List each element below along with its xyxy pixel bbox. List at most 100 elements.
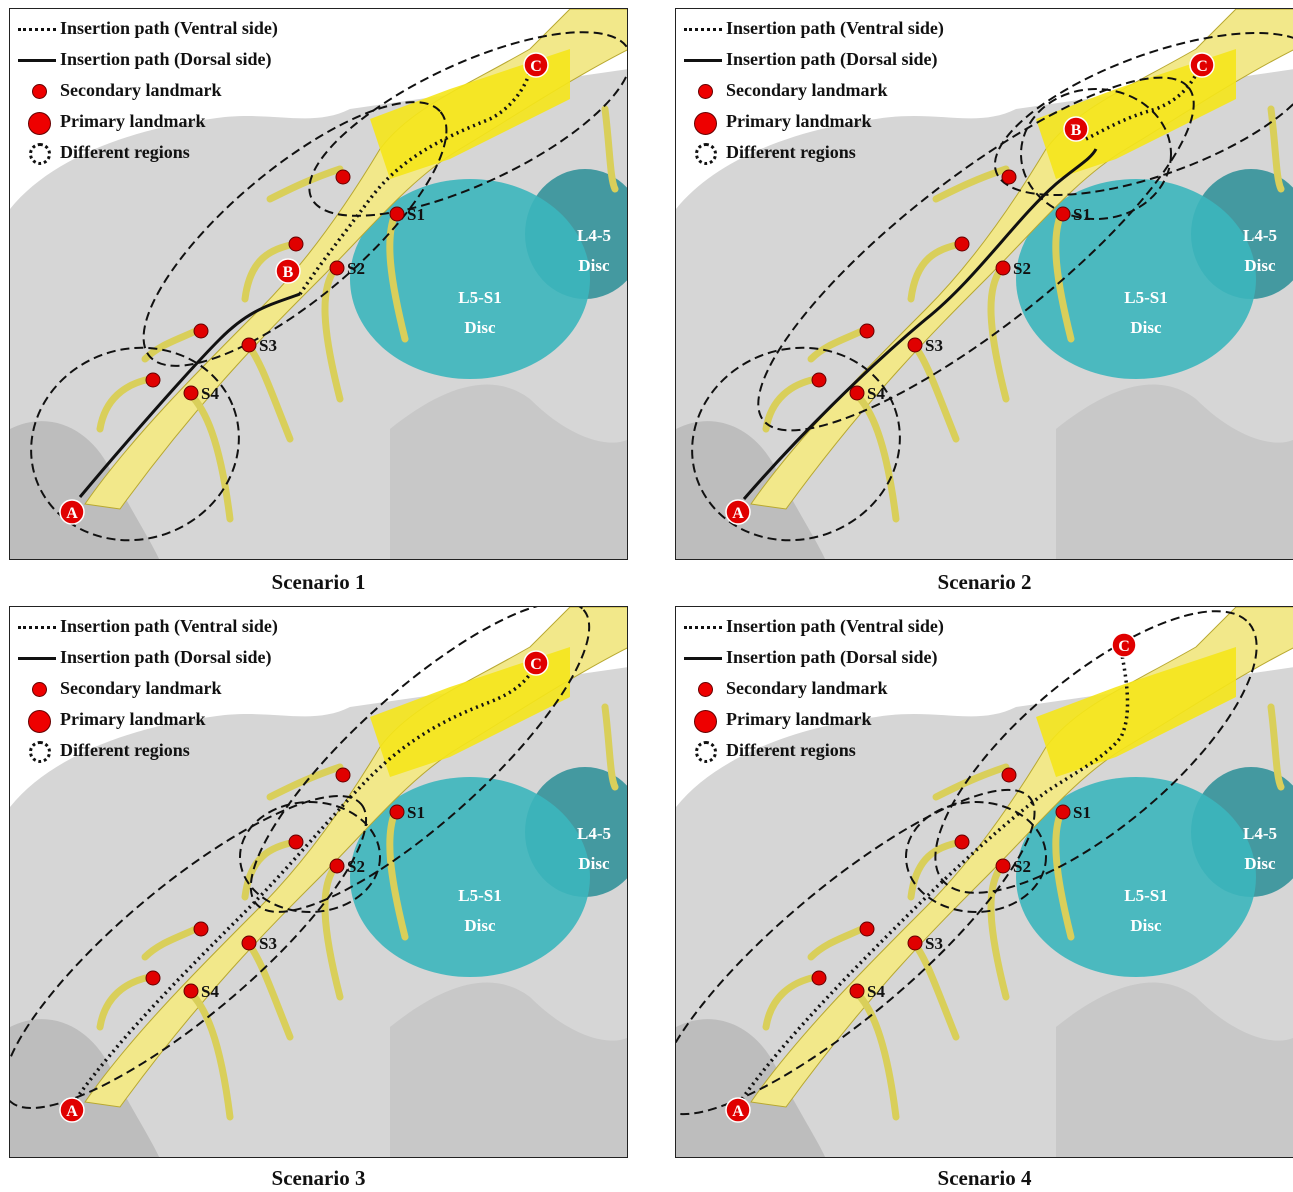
legend-item-regions: Different regions — [16, 735, 278, 766]
legend-item-secondary: Secondary landmark — [16, 673, 278, 704]
svg-text:B: B — [1071, 122, 1082, 139]
region-ellipse — [10, 794, 368, 1110]
disc-label-l45-2: Disc — [578, 256, 610, 275]
secondary-landmark — [849, 385, 865, 401]
sacrum-bone-shadow — [1056, 982, 1293, 1157]
secondary-landmark — [335, 767, 351, 783]
nerve-root-label: S2 — [1013, 259, 1031, 278]
legend-item-secondary: Secondary landmark — [16, 75, 278, 106]
legend-item-ventral: Insertion path (Ventral side) — [682, 13, 944, 44]
dotted-line-icon — [18, 27, 56, 31]
secondary-landmark — [145, 970, 161, 986]
scenario-caption-2: Scenario 2 — [937, 570, 1032, 594]
nerve-root-label: S3 — [259, 934, 277, 953]
secondary-landmark — [193, 921, 209, 937]
l5s1-disc — [350, 179, 590, 379]
large-dot-icon — [694, 111, 717, 135]
disc-label-l45-1: L4-5 — [1243, 226, 1277, 245]
secondary-landmark — [145, 372, 161, 388]
secondary-landmark — [193, 323, 209, 339]
anatomy-illustration: L4-5 Disc L5-S1 Disc S1 — [10, 607, 627, 1157]
solid-line-icon — [18, 58, 56, 62]
secondary-landmark — [389, 804, 405, 820]
disc-label-l5s1-1: L5-S1 — [458, 886, 501, 905]
primary-landmark-C: C — [523, 52, 549, 78]
nerve-root-label: S4 — [201, 384, 219, 403]
sacrum-bone-shadow — [390, 384, 627, 559]
legend-item-primary: Primary landmark — [16, 106, 278, 137]
secondary-landmark — [907, 337, 923, 353]
scenario-caption-4: Scenario 4 — [937, 1166, 1032, 1190]
nerve-root-label: S4 — [867, 982, 885, 1001]
legend-item-dorsal: Insertion path (Dorsal side) — [16, 44, 278, 75]
disc-label-l45-1: L4-5 — [577, 824, 611, 843]
secondary-landmark — [1055, 804, 1071, 820]
region-ellipse — [249, 607, 591, 913]
region-ellipse — [676, 788, 1036, 1116]
scenario-panel-3: L4-5 Disc L5-S1 Disc S1 — [9, 606, 628, 1158]
primary-landmark-C: C — [1189, 52, 1215, 78]
dotted-circle-icon — [695, 142, 717, 165]
svg-text:B: B — [283, 264, 294, 281]
nerve-root-label: S1 — [407, 205, 425, 224]
scenario-panel-1: L4-5 Disc L5-S1 Disc — [9, 8, 628, 560]
nerve-root-label: S4 — [867, 384, 885, 403]
anatomy-illustration: L4-5 Disc L5-S1 Disc S1 — [676, 607, 1293, 1157]
secondary-landmark — [954, 236, 970, 252]
legend-item-regions: Different regions — [682, 137, 944, 168]
svg-text:C: C — [530, 58, 542, 75]
secondary-landmark — [811, 970, 827, 986]
nerve-root-label: S3 — [259, 336, 277, 355]
legend: Insertion path (Ventral side) Insertion … — [16, 611, 278, 766]
secondary-landmark — [335, 169, 351, 185]
secondary-landmark — [811, 372, 827, 388]
svg-text:C: C — [1118, 638, 1130, 655]
legend: Insertion path (Ventral side) Insertion … — [16, 13, 278, 168]
secondary-landmark — [183, 983, 199, 999]
secondary-landmark — [995, 260, 1011, 276]
cauda-equina — [750, 9, 1293, 510]
anatomy-illustration: L4-5 Disc L5-S1 Disc — [10, 9, 627, 559]
secondary-landmark — [183, 385, 199, 401]
nerve-root-label: S1 — [407, 803, 425, 822]
disc-label-l5s1-2: Disc — [1130, 916, 1162, 935]
scenario-caption-1: Scenario 1 — [271, 570, 366, 594]
sacrum-bone-shadow — [390, 982, 627, 1157]
primary-landmark-A: A — [59, 499, 85, 525]
l5s1-disc — [1016, 179, 1256, 379]
dural-sac-highlight — [370, 647, 570, 777]
small-dot-icon — [32, 681, 47, 697]
dotted-circle-icon — [29, 740, 51, 763]
legend-item-ventral: Insertion path (Ventral side) — [682, 611, 944, 642]
legend-item-secondary: Secondary landmark — [682, 75, 944, 106]
legend-item-primary: Primary landmark — [16, 704, 278, 735]
secondary-landmark — [241, 337, 257, 353]
secondary-landmark — [954, 834, 970, 850]
secondary-landmark — [859, 323, 875, 339]
region-ellipse — [239, 801, 381, 913]
nerve-root-label: S1 — [1073, 205, 1091, 224]
disc-label-l5s1-2: Disc — [464, 318, 496, 337]
primary-landmark-A: A — [59, 1097, 85, 1123]
small-dot-icon — [698, 83, 713, 99]
primary-landmark-B: B — [275, 258, 301, 284]
secondary-landmark — [329, 260, 345, 276]
secondary-landmark — [329, 858, 345, 874]
scenario-panel-2: L4-5 Disc L5-S1 Disc — [675, 8, 1293, 560]
secondary-landmark — [859, 921, 875, 937]
secondary-landmark — [288, 834, 304, 850]
legend-item-dorsal: Insertion path (Dorsal side) — [682, 44, 944, 75]
small-dot-icon — [698, 681, 713, 697]
svg-text:A: A — [732, 1103, 744, 1120]
solid-line-icon — [684, 656, 722, 660]
svg-text:C: C — [1196, 58, 1208, 75]
small-dot-icon — [32, 83, 47, 99]
legend-item-secondary: Secondary landmark — [682, 673, 944, 704]
nerve-root-label: S2 — [347, 857, 365, 876]
disc-label-l45-2: Disc — [1244, 256, 1276, 275]
nerve-root-label: S3 — [925, 336, 943, 355]
legend-item-regions: Different regions — [682, 735, 944, 766]
legend-item-dorsal: Insertion path (Dorsal side) — [16, 642, 278, 673]
legend-item-primary: Primary landmark — [682, 704, 944, 735]
nerve-root-label: S2 — [1013, 857, 1031, 876]
